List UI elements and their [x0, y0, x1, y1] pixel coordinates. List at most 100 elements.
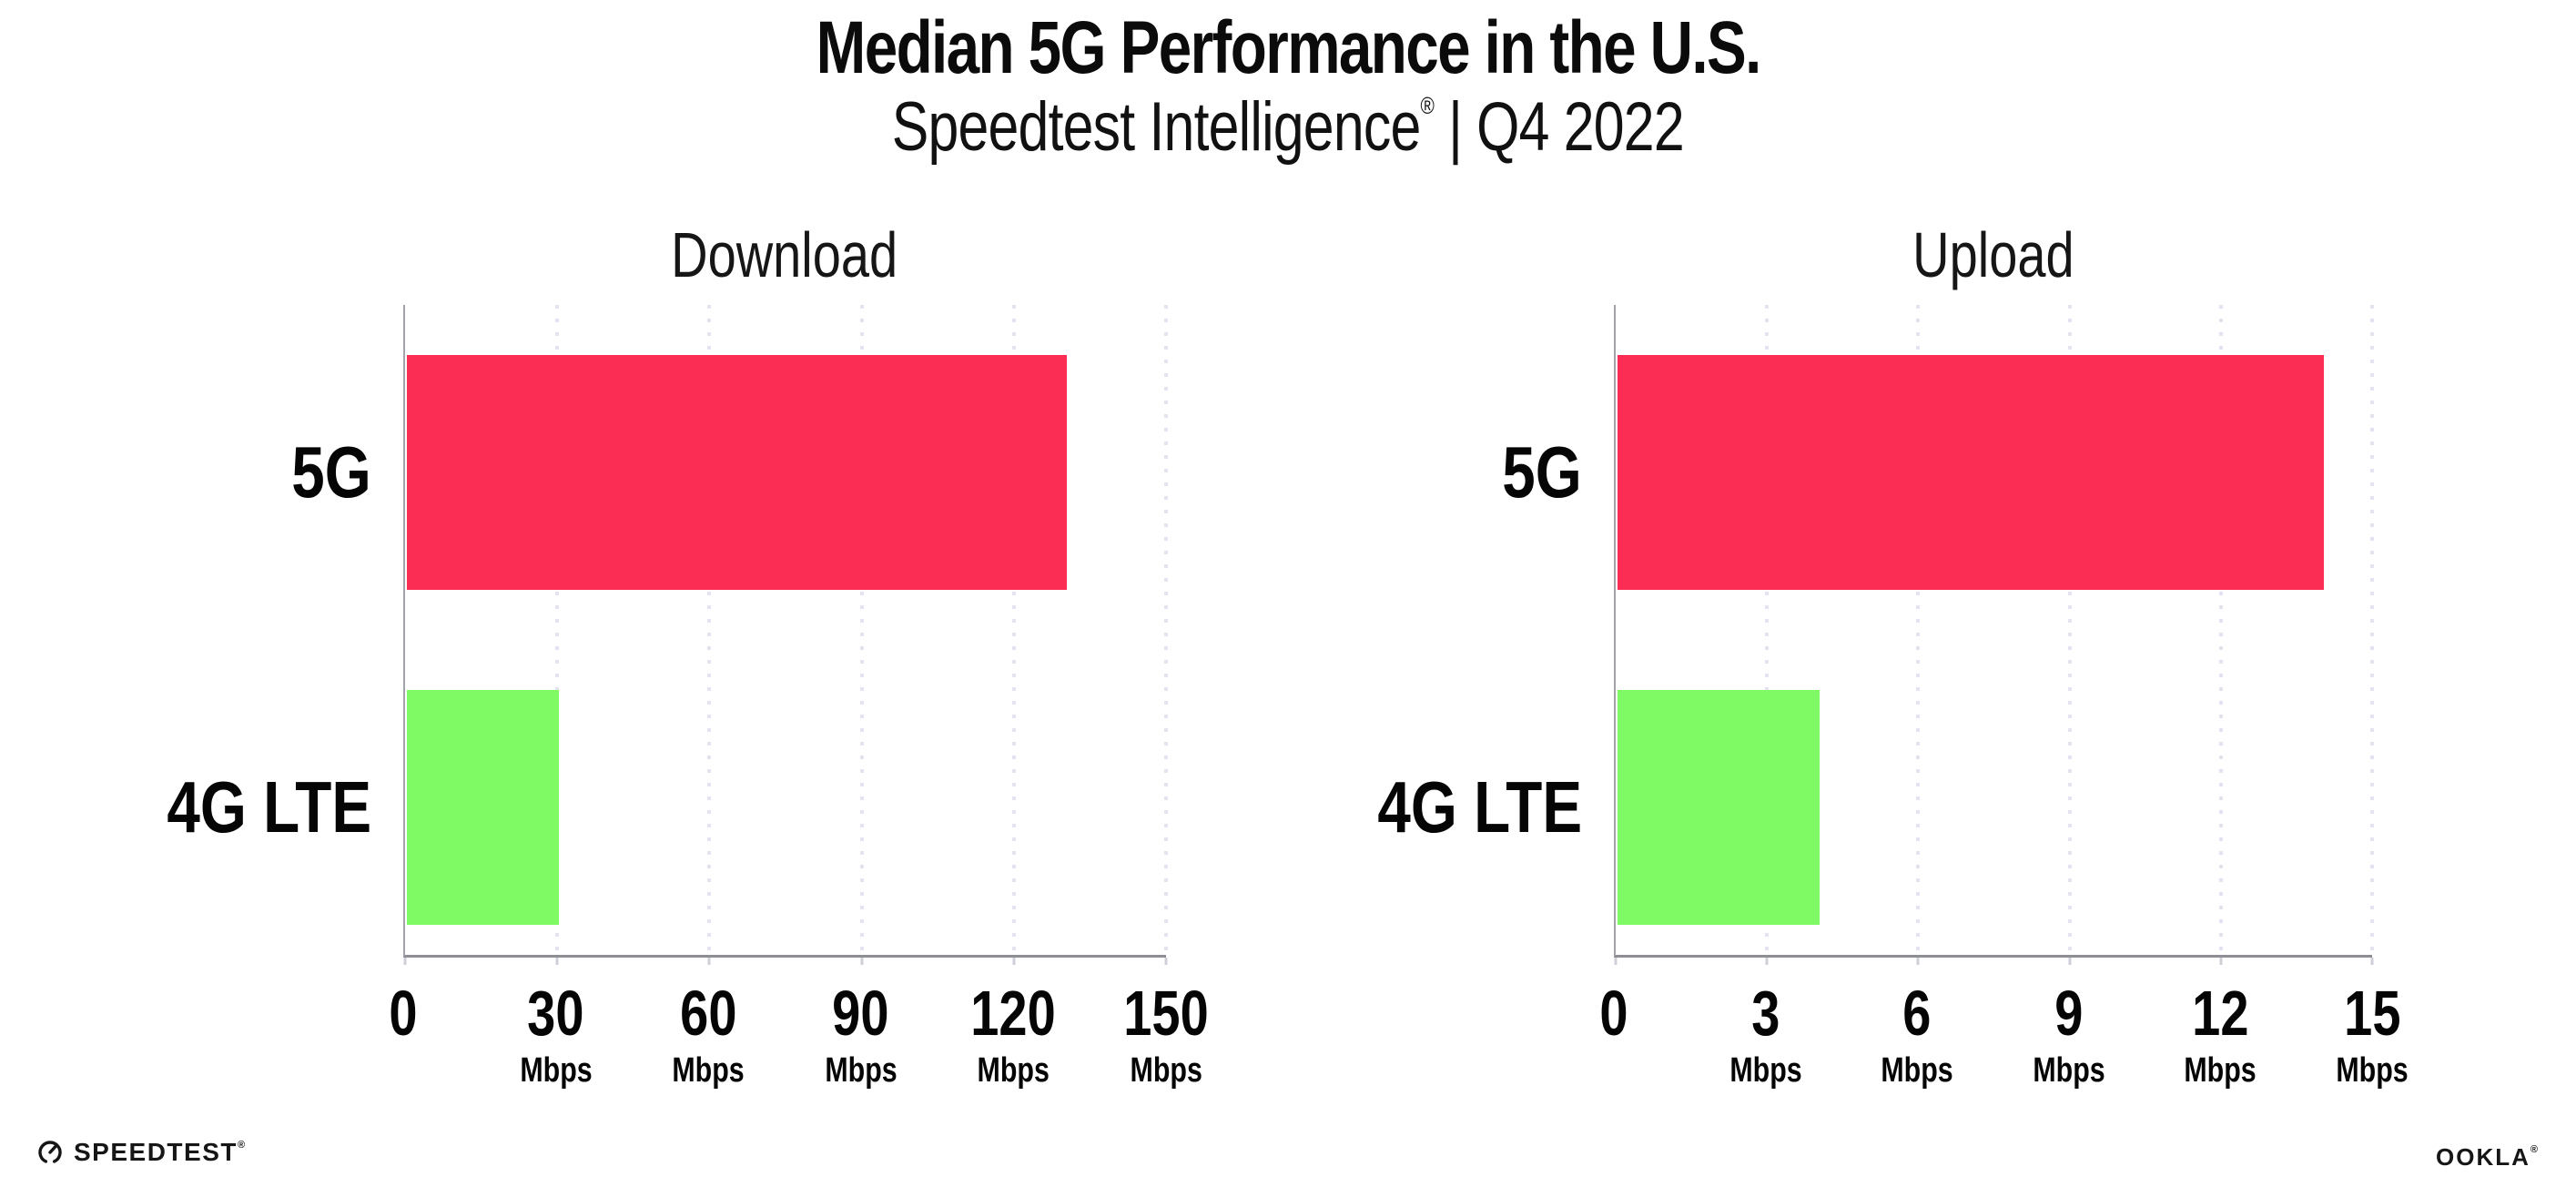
gridline-download-90 [859, 305, 864, 955]
xtick-value-text: 150 [1123, 978, 1209, 1049]
xtick-download-60: 60 Mbps [664, 981, 754, 1088]
xtick-value: 3 [1720, 981, 1810, 1045]
xtick-unit: Mbps [1113, 1053, 1220, 1088]
xtick-value: 150 [1113, 981, 1220, 1045]
gridline-download-150 [1164, 305, 1168, 955]
ookla-wordmark: OOKLA [2436, 1143, 2530, 1171]
ookla-logo: OOKLA® [2436, 1143, 2540, 1172]
xtick-unit-text: Mbps [1881, 1051, 1953, 1090]
ylabel-text: 5G [1502, 431, 1582, 512]
xtick-unit-text: Mbps [1729, 1051, 1802, 1090]
axis-tick-download-90 [860, 958, 864, 965]
gridline-upload-15 [2370, 305, 2374, 955]
xtick-unit: Mbps [664, 1053, 754, 1088]
speedtest-logo: SPEEDTEST® [36, 1138, 247, 1167]
xticks-download: 0 30 Mbps 60 Mbps 90 Mbps 120 Mbps 150 Mbps [389, 981, 1208, 1100]
axis-tick-upload-0 [1614, 958, 1618, 965]
axis-tick-upload-6 [1916, 958, 1920, 965]
ookla-registered-mark: ® [2530, 1144, 2540, 1155]
ylabel-download-4g-lte: 4G LTE [71, 766, 371, 848]
xtick-upload-3: 3 Mbps [1720, 981, 1810, 1088]
gridline-download-30 [555, 305, 560, 955]
xtick-value-text: 30 [527, 978, 584, 1049]
axis-tick-download-150 [1164, 958, 1168, 965]
axis-tick-upload-12 [2219, 958, 2223, 965]
xtick-value-text: 60 [680, 978, 737, 1049]
chart-title-upload: Upload [1614, 218, 2372, 291]
gridline-download-60 [707, 305, 712, 955]
axis-tick-upload-15 [2370, 958, 2374, 965]
xtick-value-text: 12 [2192, 978, 2249, 1049]
xtick-value-text: 0 [389, 978, 418, 1049]
gridline-upload-9 [2067, 305, 2072, 955]
xticks-upload: 0 3 Mbps 6 Mbps 9 Mbps 12 Mbps 15 Mbps [1599, 981, 2408, 1100]
bar-upload-5g [1618, 355, 2324, 590]
speedtest-registered-mark: ® [237, 1140, 247, 1151]
axis-tick-download-60 [707, 958, 711, 965]
xtick-download-150: 150 Mbps [1113, 981, 1220, 1088]
ylabel-upload-4g-lte: 4G LTE [1282, 766, 1582, 848]
xtick-unit-text: Mbps [2336, 1051, 2409, 1090]
xtick-unit: Mbps [960, 1053, 1067, 1088]
xtick-value: 12 [2175, 981, 2266, 1045]
gridline-upload-6 [1916, 305, 1921, 955]
plot-download [403, 305, 1168, 965]
xtick-value: 30 [511, 981, 601, 1045]
xtick-value-text: 15 [2343, 978, 2401, 1049]
xtick-unit-text: Mbps [2033, 1051, 2105, 1090]
chart-title-text-upload: Upload [1912, 219, 2074, 290]
axis-tick-download-0 [403, 958, 407, 965]
gridline-upload-12 [2218, 305, 2223, 955]
speedtest-logo-text: SPEEDTEST® [74, 1138, 247, 1167]
page-subtitle: Speedtest Intelligence® | Q4 2022 [0, 87, 2576, 167]
xtick-unit: Mbps [1872, 1053, 1962, 1088]
xtick-unit: Mbps [2327, 1053, 2417, 1088]
registered-mark: ® [1420, 92, 1435, 119]
xtick-upload-9: 9 Mbps [2023, 981, 2114, 1088]
subtitle-period: | Q4 2022 [1434, 88, 1685, 166]
xtick-value-text: 9 [2054, 978, 2084, 1049]
xtick-unit: Mbps [2023, 1053, 2114, 1088]
xtick-upload-6: 6 Mbps [1872, 981, 1962, 1088]
page-title-text: Median 5G Performance in the U.S. [816, 6, 1761, 89]
xtick-value-text: 0 [1599, 978, 1628, 1049]
xtick-unit-text: Mbps [825, 1051, 898, 1090]
xtick-upload-12: 12 Mbps [2175, 981, 2266, 1088]
speedtest-wordmark: SPEEDTEST [74, 1138, 238, 1166]
xtick-upload-0: 0 [1597, 981, 1632, 1045]
xtick-download-90: 90 Mbps [816, 981, 906, 1088]
xtick-unit-text: Mbps [2184, 1051, 2257, 1090]
chart-title-download: Download [403, 218, 1166, 291]
xtick-download-120: 120 Mbps [960, 981, 1067, 1088]
xtick-unit-text: Mbps [519, 1051, 593, 1090]
subtitle-brand: Speedtest Intelligence [891, 88, 1421, 166]
ylabel-download-5g: 5G [71, 431, 371, 513]
page-title: Median 5G Performance in the U.S. [0, 5, 2576, 91]
xtick-value-text: 3 [1751, 978, 1780, 1049]
page-subtitle-text: Speedtest Intelligence® | Q4 2022 [891, 87, 1685, 167]
xtick-value-text: 90 [832, 978, 889, 1049]
xtick-value: 0 [386, 981, 421, 1045]
axis-tick-download-120 [1012, 958, 1016, 965]
bar-upload-4g-lte [1618, 690, 1820, 925]
xtick-value: 90 [816, 981, 906, 1045]
xtick-value: 9 [2023, 981, 2114, 1045]
xtick-unit: Mbps [1720, 1053, 1810, 1088]
xtick-download-0: 0 [386, 981, 421, 1045]
chart-title-text-download: Download [671, 219, 898, 290]
xtick-value: 6 [1872, 981, 1962, 1045]
xtick-unit: Mbps [2175, 1053, 2266, 1088]
xtick-unit-text: Mbps [672, 1051, 745, 1090]
ylabel-text: 4G LTE [1377, 766, 1582, 847]
axis-tick-upload-9 [2068, 958, 2072, 965]
xtick-download-30: 30 Mbps [511, 981, 601, 1088]
axis-tick-download-30 [555, 958, 559, 965]
plot-upload [1614, 305, 2374, 965]
xtick-unit-text: Mbps [977, 1051, 1050, 1090]
xtick-unit: Mbps [816, 1053, 906, 1088]
xtick-value: 0 [1597, 981, 1632, 1045]
gridline-upload-3 [1765, 305, 1770, 955]
bar-download-4g-lte [407, 690, 560, 925]
xtick-value-text: 6 [1902, 978, 1932, 1049]
